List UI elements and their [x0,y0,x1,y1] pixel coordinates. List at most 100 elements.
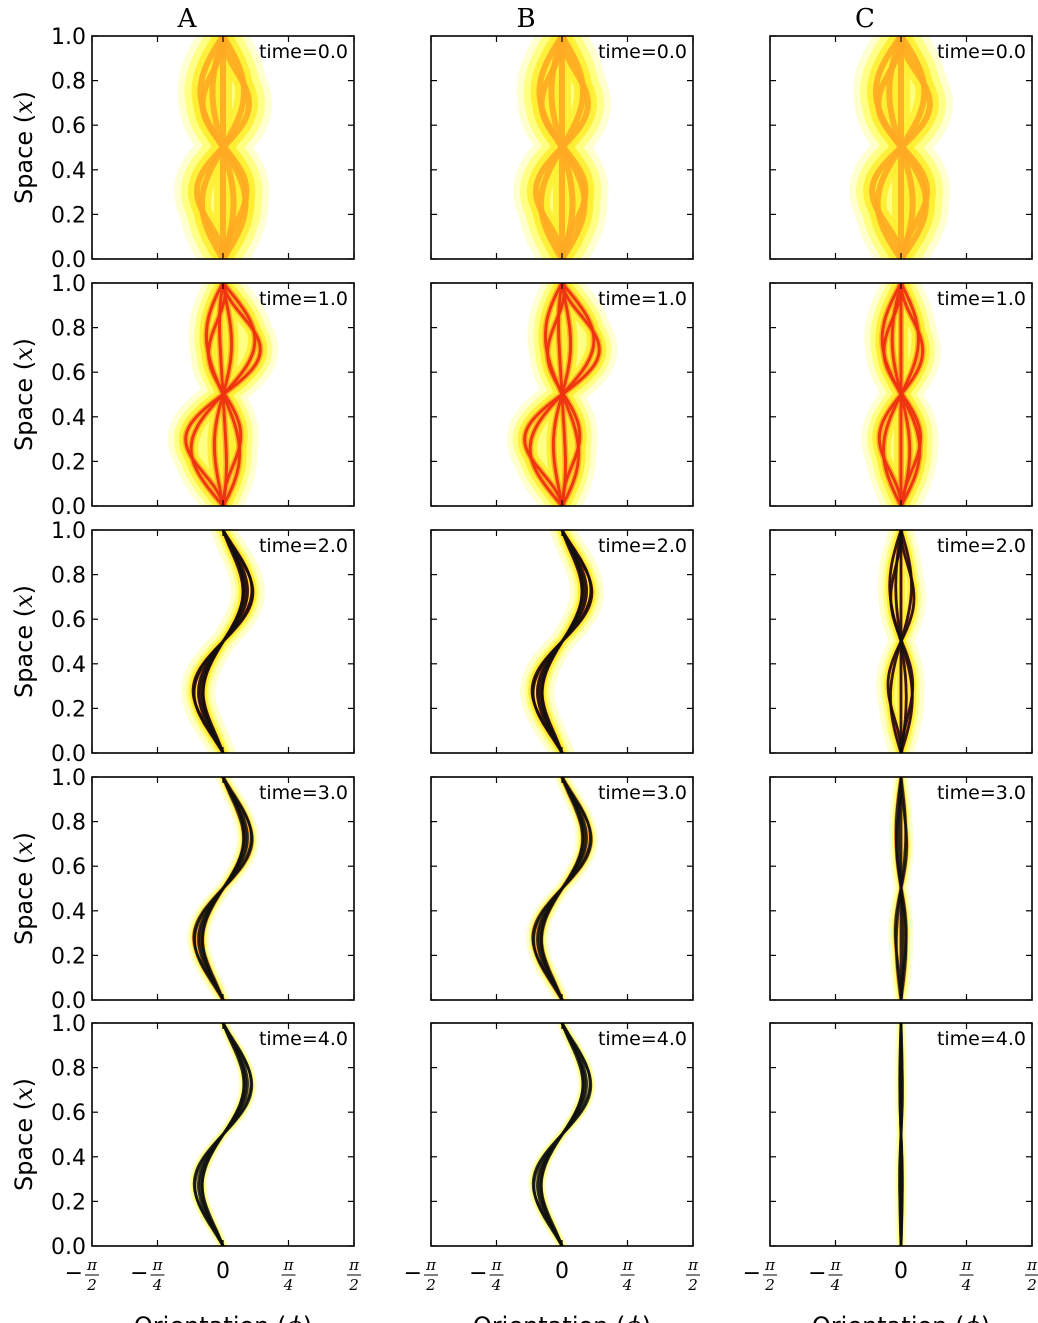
svg-text:−: − [808,1261,826,1286]
y-tick-label: 1.0 [51,766,86,791]
column-header-A: A [177,4,198,34]
svg-text:2: 2 [86,1276,97,1294]
y-tick-label: 0.2 [51,944,86,969]
panel-A-2: 0.0 0.2 0.4 0.6 0.8 1.0 time=2.0 [51,519,355,767]
panel-A-3: 0.0 0.2 0.4 0.6 0.8 1.0 time=3.0 [51,766,355,1014]
column-header-B: B [516,4,535,34]
y-tick-label: 0.4 [51,159,86,184]
y-tick-label: 1.0 [51,1012,86,1037]
panel-A-4: 0.0 0.2 0.4 0.6 0.8 1.0 time=4.0 [51,1012,355,1260]
x-axis-titles: −π2−π40π4π2Orientation (ϕ)−π2−π40π4π2Ori… [65,1256,1038,1323]
time-label: time=1.0 [937,288,1026,310]
time-label: time=2.0 [598,535,687,557]
y-tick-label: 0.4 [51,1146,86,1171]
svg-text:π: π [86,1256,98,1274]
svg-text:π: π [152,1256,164,1274]
x-tick-label: π2 [686,1256,700,1294]
density-ridge [531,1023,593,1246]
time-label: time=0.0 [259,41,348,63]
panel-grid: 0.0 0.2 0.4 0.6 0.8 1.0 time=0.0 time=0.0 time=0… [51,25,1033,1260]
time-label: time=0.0 [598,41,687,63]
density-ridge [878,283,924,506]
panel-B-2: time=2.0 [430,529,694,754]
y-tick-label: 0.8 [51,564,86,589]
column-header-C: C [855,4,875,34]
y-axis-title: Space (x) [10,338,38,451]
svg-text:π: π [764,1256,776,1274]
svg-text:4: 4 [622,1276,633,1294]
svg-text:π: π [961,1256,973,1274]
svg-text:0: 0 [555,1259,569,1284]
y-tick-label: 0.6 [51,608,86,633]
density-ridge [886,530,916,753]
contour-band [194,36,252,259]
y-tick-label: 0.0 [51,989,86,1014]
panel-C-1: time=1.0 [769,282,1033,507]
panel-C-2: time=2.0 [769,529,1033,754]
time-label: time=2.0 [937,535,1026,557]
time-label: time=4.0 [259,1028,348,1050]
svg-text:4: 4 [491,1276,502,1294]
svg-text:4: 4 [283,1276,294,1294]
y-tick-label: 0.0 [51,742,86,767]
svg-text:0: 0 [894,1259,908,1284]
time-label: time=1.0 [259,288,348,310]
x-tick-label: − π 2 [65,1256,99,1294]
y-tick-label: 0.6 [51,114,86,139]
svg-text:2: 2 [764,1276,775,1294]
y-tick-label: 0.0 [51,248,86,273]
y-tick-label: 0.8 [51,70,86,95]
x-tick-label: 0 [216,1259,230,1284]
x-tick-label: − π 4 [469,1256,504,1294]
x-tick-label: π4 [620,1256,635,1294]
y-tick-label: 1.0 [51,519,86,544]
x-tick-label: π4 [959,1256,974,1294]
density-ridge [893,777,909,1000]
y-tick-label: 0.8 [51,1057,86,1082]
column-headers: A B C [177,4,875,34]
y-tick-label: 0.2 [51,450,86,475]
y-axis-title: Space (x) [10,832,38,945]
y-axis-titles: Space (x) Space (x) Space (x) Space (x) Spac… [10,91,38,1191]
y-tick-label: 0.6 [51,1101,86,1126]
svg-text:2: 2 [348,1276,359,1294]
time-label: time=3.0 [259,782,348,804]
time-label: time=2.0 [259,535,348,557]
density-ridge [192,1023,254,1246]
y-tick-label: 0.6 [51,855,86,880]
contour-band [533,36,591,259]
x-tick-label: − π 4 [808,1256,843,1294]
density-ridge [191,530,255,753]
density-ridge [898,1023,904,1246]
svg-text:π: π [348,1256,360,1274]
x-tick-label: − π 4 [130,1256,165,1294]
density-ridge [523,283,601,506]
density-ridge [530,530,594,753]
svg-text:0: 0 [216,1259,230,1284]
x-tick-label: − π 2 [404,1256,438,1294]
time-label: time=3.0 [598,782,687,804]
x-axis-title: Orientation (ϕ) [473,1312,651,1323]
x-tick-label: π4 [281,1256,296,1294]
svg-text:π: π [687,1256,699,1274]
density-ridge [192,777,254,1000]
svg-text:π: π [283,1256,295,1274]
y-tick-label: 0.2 [51,1190,86,1215]
svg-text:−: − [743,1261,761,1286]
svg-text:2: 2 [425,1276,436,1294]
panel-A-1: 0.0 0.2 0.4 0.6 0.8 1.0 time=1.0 [51,272,355,520]
x-tick-label: 0 [555,1259,569,1284]
y-axis-title: Space (x) [10,585,38,698]
svg-text:−: − [130,1261,148,1286]
x-tick-label: π2 [1025,1256,1038,1294]
y-tick-label: 0.0 [51,1235,86,1260]
svg-text:4: 4 [830,1276,841,1294]
y-tick-label: 0.4 [51,900,86,925]
svg-text:π: π [622,1256,634,1274]
x-tick-label: π2 [347,1256,361,1294]
y-tick-label: 0.2 [51,697,86,722]
svg-text:−: − [65,1261,83,1286]
svg-text:π: π [425,1256,437,1274]
svg-text:4: 4 [152,1276,163,1294]
